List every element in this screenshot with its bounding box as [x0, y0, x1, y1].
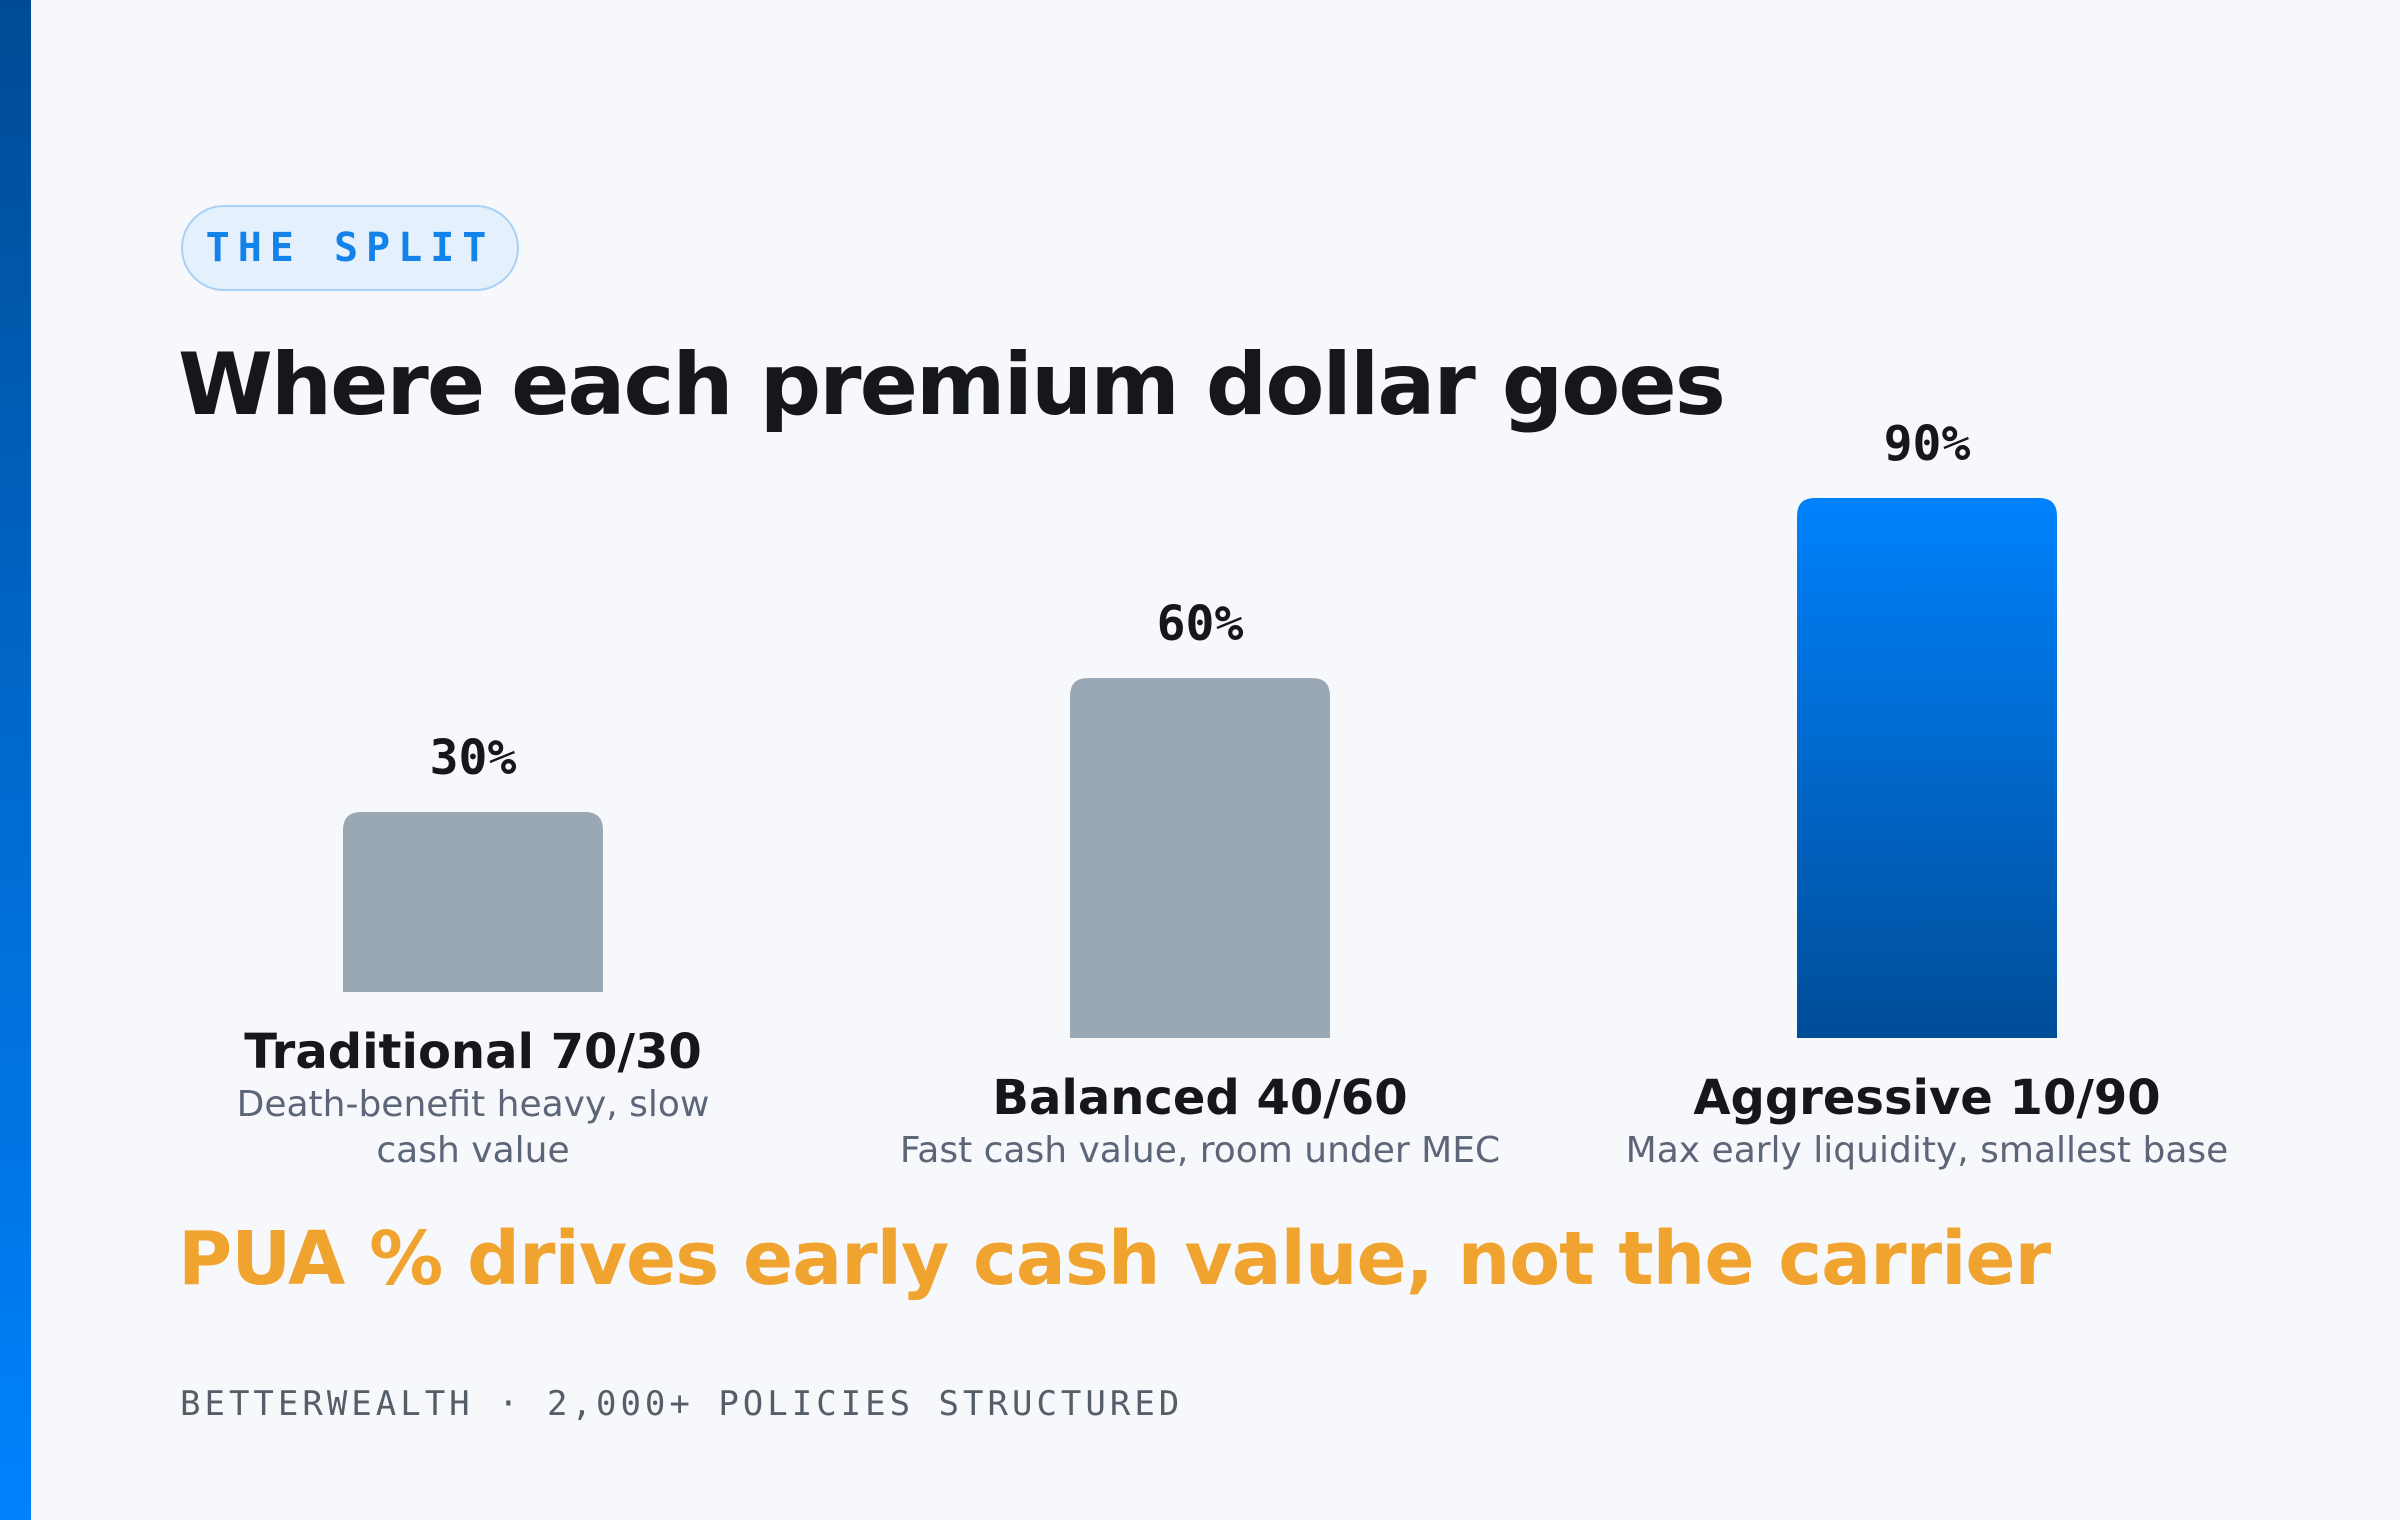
- bar-3: [1797, 498, 2057, 1038]
- bar-value-label: 30%: [430, 730, 517, 786]
- page-title: Where each premium dollar goes: [178, 335, 1726, 435]
- bar-description: Death-benefit heavy, slow cash value: [236, 1084, 710, 1171]
- section-badge: THE SPLIT: [181, 205, 519, 291]
- footer-credit: BETTERWEALTH · 2,000+ POLICIES STRUCTURE…: [180, 1384, 1184, 1424]
- bar-category-label: Aggressive 10/90: [1693, 1070, 2161, 1126]
- bar-category-label: Traditional 70/30: [244, 1024, 702, 1080]
- bar-value-label: 90%: [1884, 416, 1971, 472]
- accent-strip: [0, 0, 31, 1520]
- key-takeaway: PUA % drives early cash value, not the c…: [178, 1216, 2051, 1302]
- bar-category-label: Balanced 40/60: [992, 1070, 1408, 1126]
- bar-description: Max early liquidity, smallest base: [1625, 1130, 2229, 1171]
- section-badge-label: THE SPLIT: [205, 225, 495, 271]
- bar-2: [1070, 678, 1330, 1038]
- bar-value-label: 60%: [1157, 596, 1244, 652]
- bar-group: 30% 60% 90%: [343, 416, 2057, 1038]
- bar-1: [343, 812, 603, 992]
- bar-description: Fast cash value, room under MEC: [899, 1130, 1501, 1171]
